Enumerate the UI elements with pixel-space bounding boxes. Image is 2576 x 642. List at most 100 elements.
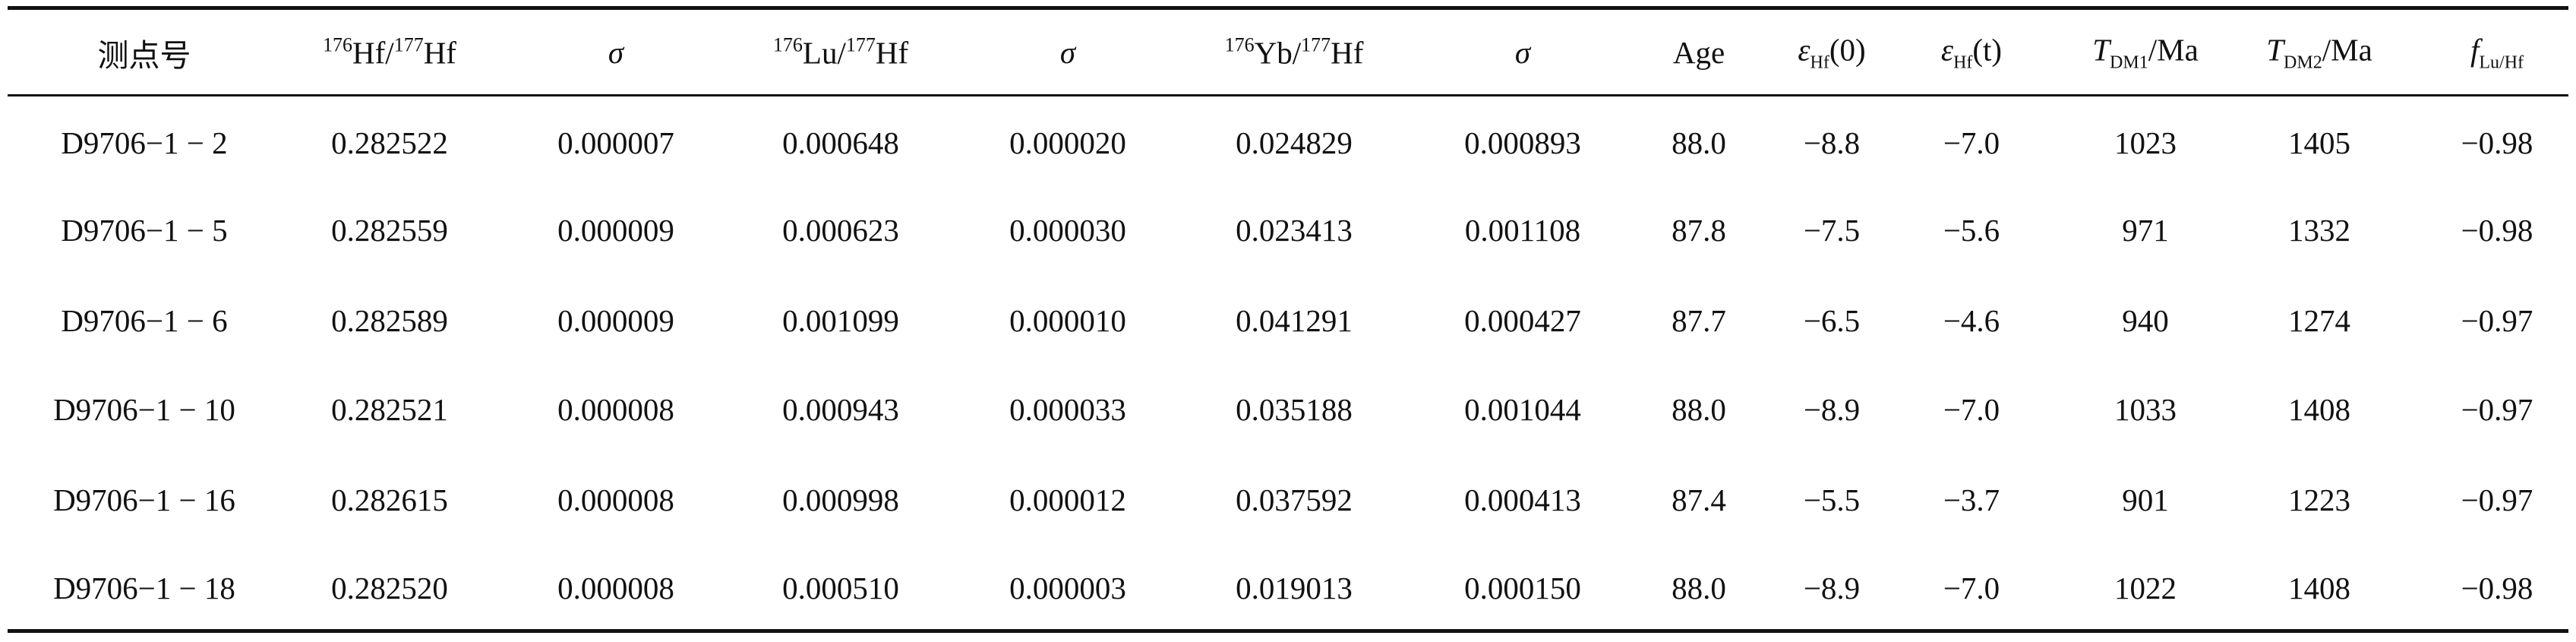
table-cell: −7.0 xyxy=(1943,392,2000,427)
top-rule xyxy=(8,6,2568,10)
header-text: f xyxy=(2470,32,2480,68)
table-cell: −0.98 xyxy=(2461,125,2533,160)
header-rule xyxy=(8,94,2568,96)
table-cell: 0.001099 xyxy=(782,303,899,338)
table-cell: −6.5 xyxy=(1803,303,1861,338)
table-cell: −8.8 xyxy=(1803,125,1861,160)
table-cell: 0.023413 xyxy=(1236,213,1353,248)
header-cell: 176Lu/177Hf xyxy=(773,34,908,71)
header-text: Hf xyxy=(1953,52,1973,73)
table-cell: 1223 xyxy=(2288,482,2350,517)
table-cell: 0.282520 xyxy=(331,571,448,606)
table-cell: 0.041291 xyxy=(1236,303,1353,338)
table-cell: −7.0 xyxy=(1943,125,2000,160)
table-cell: 88.0 xyxy=(1672,125,1726,160)
header-cell: Age xyxy=(1673,34,1725,71)
table-cell: 0.000648 xyxy=(782,125,899,160)
header-text: 177 xyxy=(1301,33,1331,56)
table-cell: 0.282559 xyxy=(331,213,448,248)
table-cell: 0.000510 xyxy=(782,571,899,606)
header-text: Lu/ xyxy=(802,35,846,71)
table-cell: 1274 xyxy=(2288,303,2350,338)
table-cell: 0.000893 xyxy=(1464,125,1581,160)
table-cell: 0.000413 xyxy=(1464,482,1581,517)
table-cell: 0.000007 xyxy=(557,125,674,160)
table-cell: −0.97 xyxy=(2461,303,2533,338)
table-cell: 0.000008 xyxy=(557,392,674,427)
table-cell: D9706−1 − 2 xyxy=(61,125,228,160)
header-text: /Ma xyxy=(2148,32,2199,68)
header-text: ε xyxy=(1940,32,1954,68)
header-text: 177 xyxy=(393,33,424,56)
header-text: 测点号 xyxy=(97,38,191,73)
header-text: (t) xyxy=(1972,32,2003,68)
table-cell: 0.000003 xyxy=(1009,571,1126,606)
header-text: σ xyxy=(1514,35,1531,70)
table-cell: −0.98 xyxy=(2461,213,2533,248)
table-cell: −4.6 xyxy=(1943,303,2000,338)
table-cell: 88.0 xyxy=(1672,571,1726,606)
table-cell: 0.000943 xyxy=(782,392,899,427)
header-text: Hf xyxy=(423,35,456,71)
table-cell: 901 xyxy=(2122,482,2169,517)
table-cell: 0.035188 xyxy=(1236,392,1353,427)
table-cell: 1405 xyxy=(2288,125,2350,160)
table-cell: −0.98 xyxy=(2461,571,2533,606)
table-cell: −5.5 xyxy=(1803,482,1861,517)
header-text: Lu/Hf xyxy=(2479,52,2524,73)
header-text: T xyxy=(2266,32,2284,68)
header-text: (0) xyxy=(1829,32,1866,68)
table-cell: 0.000009 xyxy=(557,303,674,338)
table-cell: −7.0 xyxy=(1943,571,2000,606)
table-cell: 0.000030 xyxy=(1009,213,1126,248)
table-cell: 0.282522 xyxy=(331,125,448,160)
table-cell: 0.001044 xyxy=(1464,392,1581,427)
table-cell: 1408 xyxy=(2288,392,2350,427)
table-cell: 0.282589 xyxy=(331,303,448,338)
table-cell: 0.000009 xyxy=(557,213,674,248)
header-text: DM1 xyxy=(2110,52,2148,73)
header-cell: σ xyxy=(1060,34,1075,71)
table-cell: 1408 xyxy=(2288,571,2350,606)
table-cell: 0.000010 xyxy=(1009,303,1126,338)
header-text: 177 xyxy=(845,33,876,56)
table-cell: 0.282615 xyxy=(331,482,448,517)
table-cell: 0.000623 xyxy=(782,213,899,248)
table-cell: −7.5 xyxy=(1803,213,1861,248)
table-cell: 87.8 xyxy=(1672,213,1726,248)
table-cell: 0.000150 xyxy=(1464,571,1581,606)
header-text: ε xyxy=(1798,32,1810,68)
header-text: DM2 xyxy=(2284,52,2322,73)
table-cell: 0.282521 xyxy=(331,392,448,427)
table-cell: 0.000033 xyxy=(1009,392,1126,427)
table-cell: D9706−1 − 5 xyxy=(61,213,228,248)
header-text: σ xyxy=(1059,35,1076,70)
header-cell: fLu/Hf xyxy=(2470,32,2524,74)
bottom-rule xyxy=(8,629,2568,633)
header-text: Hf xyxy=(875,35,909,71)
table-cell: 0.037592 xyxy=(1236,482,1353,517)
table-cell: −8.9 xyxy=(1803,392,1861,427)
table-cell: 0.000020 xyxy=(1009,125,1126,160)
table-cell: 1332 xyxy=(2288,213,2350,248)
table-cell: −0.97 xyxy=(2461,482,2533,517)
table-cell: 940 xyxy=(2122,303,2169,338)
table-cell: D9706−1 − 6 xyxy=(61,303,228,338)
header-text: Hf xyxy=(1331,35,1364,71)
header-cell: εHf(t) xyxy=(1941,32,2002,74)
table-cell: −8.9 xyxy=(1803,571,1861,606)
header-cell: 176Yb/177Hf xyxy=(1225,34,1364,71)
header-text: 176 xyxy=(772,33,803,56)
header-cell: εHf(0) xyxy=(1798,32,1865,74)
table-cell: 87.7 xyxy=(1672,303,1726,338)
table-cell: 0.000008 xyxy=(557,482,674,517)
table-cell: 1023 xyxy=(2114,125,2177,160)
header-text: 176 xyxy=(1224,33,1255,56)
table-cell: 971 xyxy=(2122,213,2169,248)
header-text: /Ma xyxy=(2322,32,2372,68)
header-text: 176 xyxy=(323,33,353,56)
table-cell: 0.000427 xyxy=(1464,303,1581,338)
table-cell: −5.6 xyxy=(1943,213,2000,248)
header-cell: TDM1/Ma xyxy=(2092,32,2199,74)
